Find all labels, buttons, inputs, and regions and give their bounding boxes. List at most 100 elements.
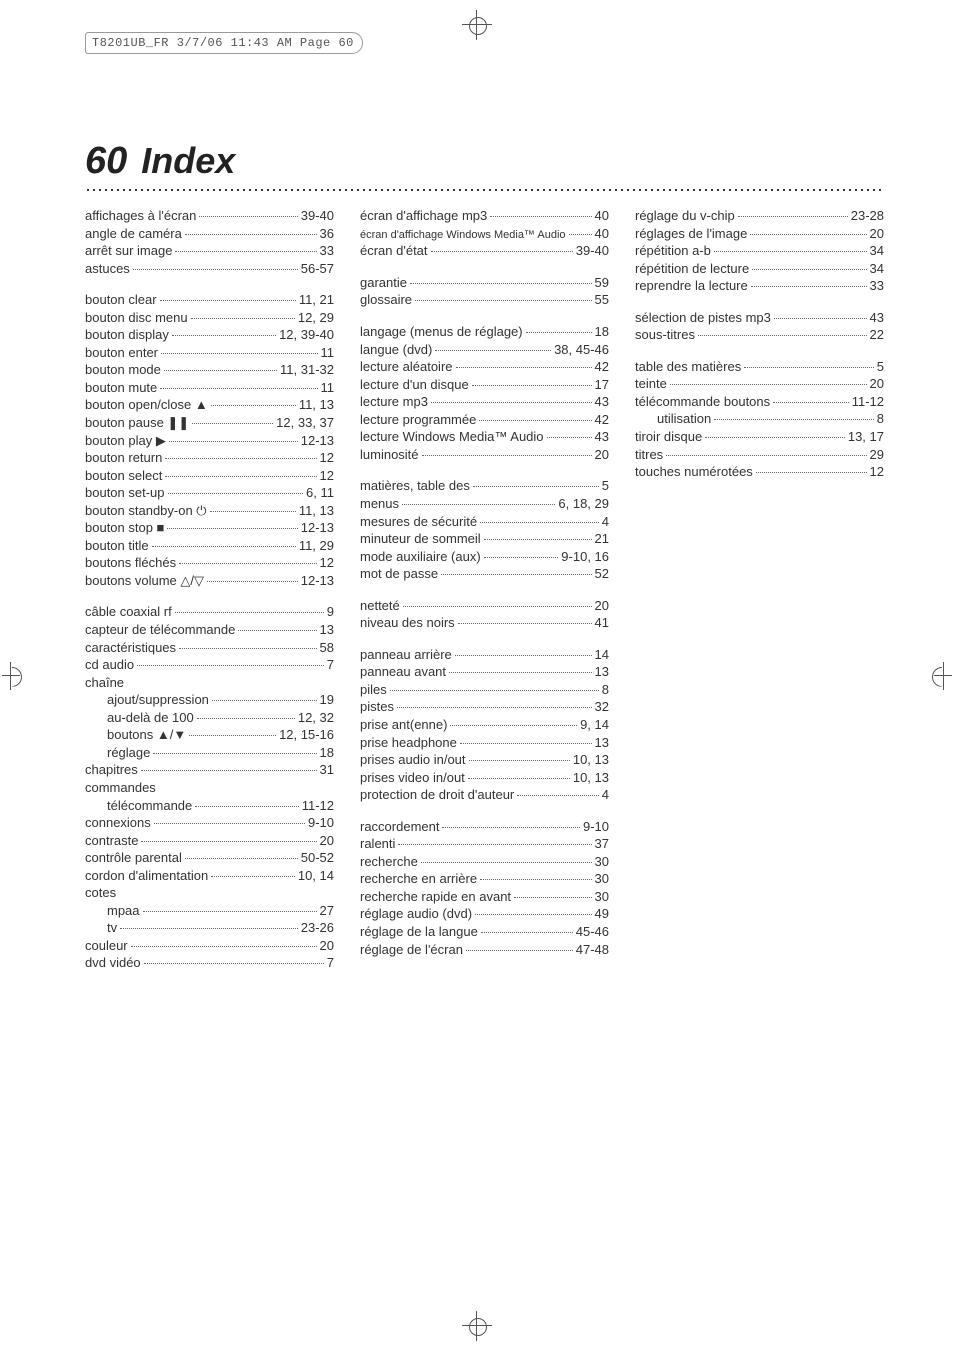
leader-dots xyxy=(175,612,324,613)
leader-dots xyxy=(473,486,599,487)
leader-dots xyxy=(185,234,317,235)
leader-dots xyxy=(410,283,592,284)
index-entry: lecture programmée42 xyxy=(360,411,609,429)
index-pages: 55 xyxy=(595,291,609,309)
index-pages: 20 xyxy=(870,375,884,393)
index-pages: 49 xyxy=(595,905,609,923)
index-group: sélection de pistes mp343sous-titres22 xyxy=(635,309,884,344)
index-pages: 11-12 xyxy=(852,393,884,411)
leader-dots xyxy=(666,455,866,456)
index-pages: 40 xyxy=(595,225,609,243)
index-term: bouton open/close ▲ xyxy=(85,396,208,414)
index-pages: 6, 18, 29 xyxy=(558,495,609,513)
index-term: au-delà de 100 xyxy=(85,709,194,727)
leader-dots xyxy=(168,493,304,494)
leader-dots xyxy=(167,528,297,529)
index-entry: table des matières5 xyxy=(635,358,884,376)
index-term: écran d'affichage mp3 xyxy=(360,207,487,225)
leader-dots xyxy=(484,557,559,558)
index-pages: 4 xyxy=(602,786,609,804)
leader-dots xyxy=(514,897,591,898)
index-entry: bouton stop ■12-13 xyxy=(85,519,334,537)
index-group: garantie59glossaire 55 xyxy=(360,274,609,309)
index-entry: câble coaxial rf9 xyxy=(85,603,334,621)
index-entry: lecture mp343 xyxy=(360,393,609,411)
index-pages: 40 xyxy=(595,207,609,225)
index-pages: 34 xyxy=(870,260,884,278)
leader-dots xyxy=(744,367,874,368)
index-pages: 10, 13 xyxy=(573,769,609,787)
index-pages: 12, 39-40 xyxy=(279,326,334,344)
leader-dots xyxy=(185,858,298,859)
index-group: réglage du v-chip23-28réglages de l'imag… xyxy=(635,207,884,295)
index-term: capteur de télécommande xyxy=(85,621,235,639)
index-term: angle de caméra xyxy=(85,225,182,243)
index-pages: 11-12 xyxy=(302,797,334,815)
index-term: lecture aléatoire xyxy=(360,358,453,376)
index-term: bouton set-up xyxy=(85,484,165,502)
index-term: réglages de l'image xyxy=(635,225,747,243)
index-pages: 7 xyxy=(327,656,334,674)
index-entry: mode auxiliaire (aux)9-10, 16 xyxy=(360,548,609,566)
index-term: dvd vidéo xyxy=(85,954,141,972)
index-entry: teinte20 xyxy=(635,375,884,393)
leader-dots xyxy=(773,402,849,403)
index-term: télécommande boutons xyxy=(635,393,770,411)
index-entry: pistes32 xyxy=(360,698,609,716)
index-entry: menus6, 18, 29 xyxy=(360,495,609,513)
index-entry: bouton disc menu12, 29 xyxy=(85,309,334,327)
index-term: bouton clear xyxy=(85,291,157,309)
index-pages: 13 xyxy=(320,621,334,639)
index-entry: télécommande boutons 11-12 xyxy=(635,393,884,411)
index-entry: prises video in/out10, 13 xyxy=(360,769,609,787)
index-entry: angle de caméra36 xyxy=(85,225,334,243)
index-term: garantie xyxy=(360,274,407,292)
index-term: glossaire xyxy=(360,291,412,309)
index-pages: 11 xyxy=(321,344,335,362)
index-group: câble coaxial rf9capteur de télécommande… xyxy=(85,603,334,971)
leader-dots xyxy=(751,286,867,287)
leader-dots xyxy=(714,419,874,420)
index-entry: arrêt sur image33 xyxy=(85,242,334,260)
index-entry: protection de droit d'auteur4 xyxy=(360,786,609,804)
index-pages: 41 xyxy=(595,614,609,632)
index-term: langage (menus de réglage) xyxy=(360,323,523,341)
index-pages: 18 xyxy=(320,744,334,762)
index-term: écran d'état xyxy=(360,242,428,260)
index-entry: bouton clear11, 21 xyxy=(85,291,334,309)
leader-dots xyxy=(153,753,316,754)
index-term: câble coaxial rf xyxy=(85,603,172,621)
index-pages: 20 xyxy=(595,597,609,615)
leader-dots xyxy=(517,795,599,796)
index-term: tiroir disque xyxy=(635,428,702,446)
index-entry: réglage de l'écran47-48 xyxy=(360,941,609,959)
index-pages: 12 xyxy=(870,463,884,481)
index-pages: 34 xyxy=(870,242,884,260)
index-term: piles xyxy=(360,681,387,699)
index-entry: tiroir disque13, 17 xyxy=(635,428,884,446)
index-entry: garantie59 xyxy=(360,274,609,292)
index-pages: 12 xyxy=(320,449,334,467)
index-term: utilisation xyxy=(635,410,711,428)
leader-dots xyxy=(774,318,867,319)
index-entry: langage (menus de réglage)18 xyxy=(360,323,609,341)
leader-dots xyxy=(569,234,592,235)
index-term: sélection de pistes mp3 xyxy=(635,309,771,327)
leader-dots xyxy=(547,437,592,438)
index-pages: 22 xyxy=(870,326,884,344)
index-entry: luminosité20 xyxy=(360,446,609,464)
index-column: affichages à l'écran39-40angle de caméra… xyxy=(85,207,334,986)
index-entry: couleur20 xyxy=(85,937,334,955)
index-pages: 20 xyxy=(595,446,609,464)
index-entry: tv23-26 xyxy=(85,919,334,937)
index-entry: écran d'affichage mp3 40 xyxy=(360,207,609,225)
index-pages: 20 xyxy=(320,937,334,955)
index-entry: bouton pause ❚❚12, 33, 37 xyxy=(85,414,334,432)
index-term: arrêt sur image xyxy=(85,242,172,260)
index-term: bouton title xyxy=(85,537,149,555)
page-number: 60 xyxy=(85,140,127,183)
index-entry: bouton set-up6, 11 xyxy=(85,484,334,502)
index-entry: contrôle parental50-52 xyxy=(85,849,334,867)
index-term: bouton disc menu xyxy=(85,309,188,327)
leader-dots xyxy=(466,950,573,951)
